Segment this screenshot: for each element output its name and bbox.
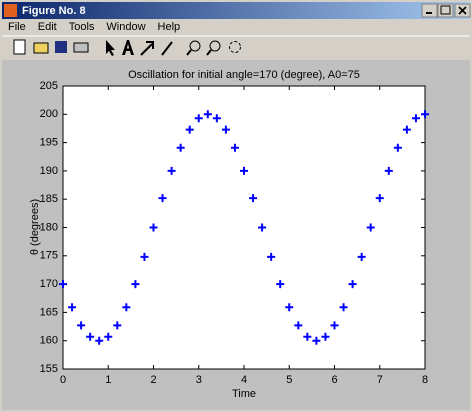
rotate-button[interactable] — [229, 41, 241, 53]
data-marker — [176, 143, 185, 152]
zoom-out-button[interactable] — [209, 40, 221, 52]
x-tick-label: 4 — [241, 374, 247, 386]
app-icon — [4, 4, 17, 17]
x-tick-label: 3 — [196, 374, 202, 386]
data-marker — [366, 223, 375, 232]
menu-item[interactable]: Help — [158, 21, 181, 33]
save-button[interactable] — [55, 41, 67, 53]
print-button[interactable] — [73, 42, 89, 53]
data-marker — [113, 321, 122, 330]
menu-item[interactable]: Tools — [69, 21, 95, 33]
zoom-handle — [186, 49, 192, 56]
data-marker — [230, 143, 239, 152]
data-marker — [357, 252, 366, 261]
y-tick-label: 205 — [40, 80, 58, 92]
arrow-button[interactable] — [140, 41, 154, 56]
data-marker — [86, 332, 95, 341]
data-marker — [95, 336, 104, 345]
minimize-button[interactable] — [421, 3, 438, 18]
data-marker — [285, 303, 294, 312]
data-marker — [203, 110, 212, 119]
data-marker — [402, 125, 411, 134]
menu-item[interactable]: File — [8, 21, 26, 33]
window-title: Figure No. 8 — [22, 5, 86, 17]
data-marker — [140, 252, 149, 261]
y-tick-label: 200 — [40, 108, 58, 120]
y-tick-label: 185 — [40, 193, 58, 205]
data-marker — [194, 114, 203, 123]
x-tick-label: 6 — [331, 374, 337, 386]
open-button[interactable] — [33, 42, 49, 54]
close-glyph — [458, 6, 467, 15]
zoom-handle — [206, 49, 212, 56]
text-button[interactable] — [122, 40, 134, 55]
data-marker — [104, 332, 113, 341]
x-tick-label: 5 — [286, 374, 292, 386]
data-marker — [131, 280, 140, 289]
menu-item[interactable]: Window — [106, 21, 145, 33]
data-marker — [303, 332, 312, 341]
y-tick-label: 195 — [40, 137, 58, 149]
x-tick-label: 0 — [60, 374, 66, 386]
data-marker — [294, 321, 303, 330]
data-marker — [221, 125, 230, 134]
x-axis-label: Time — [232, 388, 256, 400]
data-marker — [258, 223, 267, 232]
data-marker — [421, 110, 429, 119]
zoom-in-button[interactable] — [189, 40, 201, 52]
x-tick-label: 2 — [150, 374, 156, 386]
data-marker — [185, 125, 194, 134]
data-marker — [240, 166, 248, 175]
maximize-glyph — [440, 5, 451, 15]
menu-bar: File Edit Tools Window Help — [8, 21, 180, 33]
data-marker — [77, 321, 86, 330]
axes — [62, 85, 426, 370]
title-bar — [2, 2, 470, 19]
x-tick-label: 7 — [377, 374, 383, 386]
data-marker — [212, 114, 221, 123]
data-marker — [339, 303, 348, 312]
y-axis-label: θ (degrees) — [29, 199, 41, 255]
data-marker — [330, 321, 339, 330]
toolbar — [2, 35, 470, 56]
chart-title: Oscillation for initial angle=170 (degre… — [128, 69, 360, 81]
data-marker — [68, 303, 77, 312]
data-marker — [276, 280, 285, 289]
menu-item[interactable]: Edit — [38, 21, 57, 33]
y-tick-label: 170 — [40, 278, 58, 290]
y-tick-label: 165 — [40, 306, 58, 318]
data-marker — [158, 194, 167, 203]
data-marker — [375, 194, 384, 203]
y-tick-label: 175 — [40, 250, 58, 262]
line-button[interactable] — [161, 41, 173, 56]
data-marker — [59, 280, 67, 289]
data-marker — [249, 194, 258, 203]
select-button[interactable] — [106, 40, 115, 56]
y-tick-label: 180 — [40, 221, 58, 233]
data-marker — [167, 166, 176, 175]
data-marker — [149, 223, 158, 232]
x-tick-label: 8 — [422, 374, 428, 386]
y-tick-label: 160 — [40, 335, 58, 347]
data-marker — [348, 280, 357, 289]
data-marker — [122, 303, 131, 312]
new-button[interactable] — [13, 39, 26, 55]
data-marker — [312, 336, 321, 345]
y-tick-label: 155 — [40, 363, 58, 375]
window-buttons — [421, 3, 471, 18]
x-tick-label: 1 — [105, 374, 111, 386]
data-marker — [411, 114, 420, 123]
y-tick-label: 190 — [40, 165, 58, 177]
data-marker — [267, 252, 276, 261]
data-marker — [393, 143, 402, 152]
data-marker — [384, 166, 393, 175]
data-marker — [321, 332, 330, 341]
